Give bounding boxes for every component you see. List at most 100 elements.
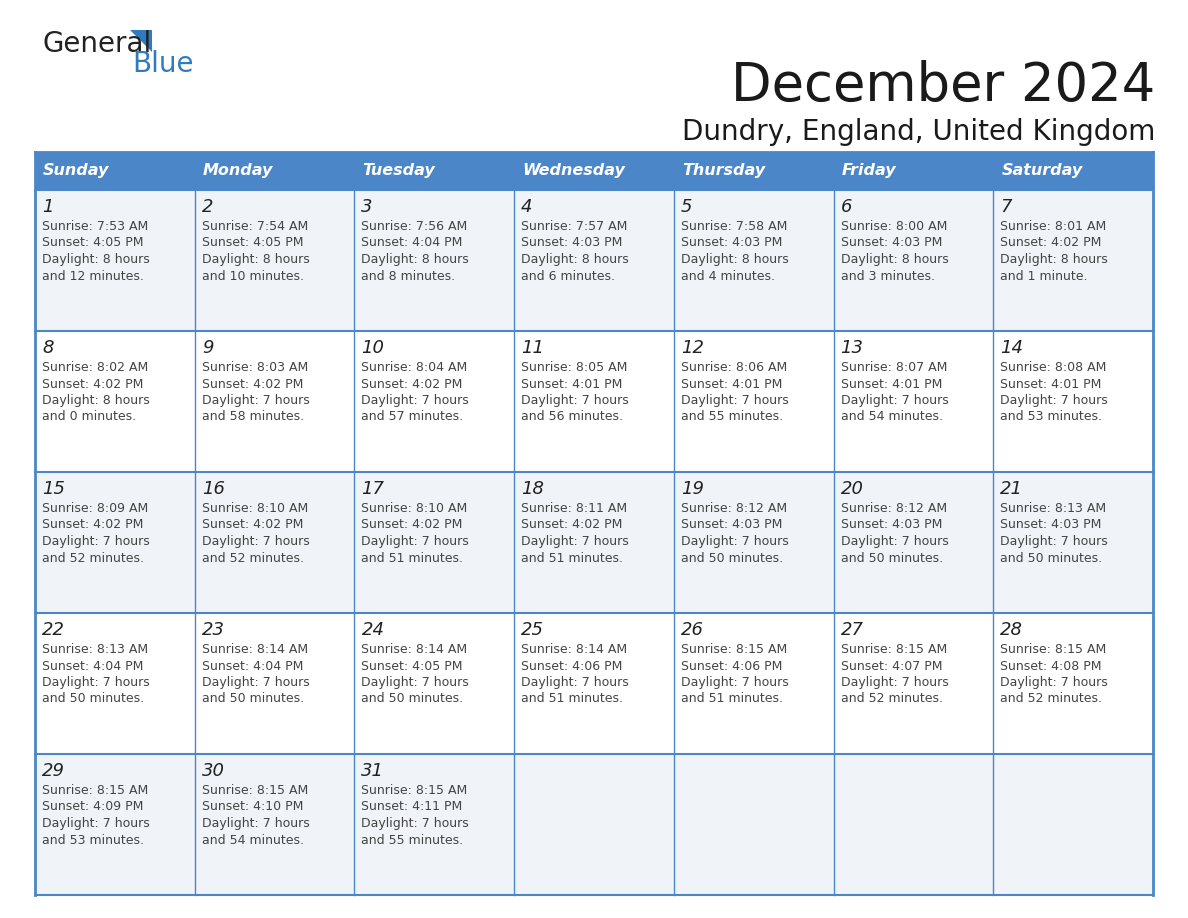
Text: Sunrise: 8:15 AM: Sunrise: 8:15 AM xyxy=(681,643,788,656)
Text: Sunset: 4:04 PM: Sunset: 4:04 PM xyxy=(202,659,303,673)
Text: and 52 minutes.: and 52 minutes. xyxy=(1000,692,1102,706)
Text: 19: 19 xyxy=(681,480,703,498)
Text: and 51 minutes.: and 51 minutes. xyxy=(361,552,463,565)
Text: Sunset: 4:06 PM: Sunset: 4:06 PM xyxy=(681,659,782,673)
Text: Daylight: 8 hours: Daylight: 8 hours xyxy=(681,253,789,266)
Text: Sunrise: 8:00 AM: Sunrise: 8:00 AM xyxy=(841,220,947,233)
Text: Sunrise: 8:14 AM: Sunrise: 8:14 AM xyxy=(202,643,308,656)
Text: Sunset: 4:03 PM: Sunset: 4:03 PM xyxy=(841,519,942,532)
Text: Sunset: 4:05 PM: Sunset: 4:05 PM xyxy=(361,659,463,673)
Text: Tuesday: Tuesday xyxy=(362,163,435,178)
Text: and 50 minutes.: and 50 minutes. xyxy=(361,692,463,706)
Bar xyxy=(34,152,1154,190)
Text: Daylight: 7 hours: Daylight: 7 hours xyxy=(1000,535,1108,548)
Text: Daylight: 7 hours: Daylight: 7 hours xyxy=(202,817,309,830)
Text: Daylight: 7 hours: Daylight: 7 hours xyxy=(361,535,469,548)
Text: Daylight: 7 hours: Daylight: 7 hours xyxy=(841,394,948,407)
Text: 18: 18 xyxy=(522,480,544,498)
Text: Sunrise: 8:06 AM: Sunrise: 8:06 AM xyxy=(681,361,788,374)
Text: Daylight: 7 hours: Daylight: 7 hours xyxy=(681,394,789,407)
Text: Sunrise: 8:10 AM: Sunrise: 8:10 AM xyxy=(202,502,308,515)
Text: Daylight: 7 hours: Daylight: 7 hours xyxy=(522,676,628,689)
Text: Sunrise: 8:14 AM: Sunrise: 8:14 AM xyxy=(361,643,468,656)
Text: Sunset: 4:02 PM: Sunset: 4:02 PM xyxy=(202,519,303,532)
Text: Daylight: 7 hours: Daylight: 7 hours xyxy=(841,676,948,689)
Text: Sunrise: 7:56 AM: Sunrise: 7:56 AM xyxy=(361,220,468,233)
Text: Daylight: 7 hours: Daylight: 7 hours xyxy=(681,676,789,689)
Text: and 3 minutes.: and 3 minutes. xyxy=(841,270,935,283)
Text: Sunset: 4:10 PM: Sunset: 4:10 PM xyxy=(202,800,303,813)
Text: Friday: Friday xyxy=(841,163,896,178)
Text: and 55 minutes.: and 55 minutes. xyxy=(681,410,783,423)
Text: Sunset: 4:07 PM: Sunset: 4:07 PM xyxy=(841,659,942,673)
Text: Sunrise: 8:14 AM: Sunrise: 8:14 AM xyxy=(522,643,627,656)
Text: 13: 13 xyxy=(841,339,864,357)
Text: Sunrise: 8:15 AM: Sunrise: 8:15 AM xyxy=(361,784,468,797)
Text: Sunset: 4:01 PM: Sunset: 4:01 PM xyxy=(841,377,942,390)
Text: Sunrise: 8:01 AM: Sunrise: 8:01 AM xyxy=(1000,220,1106,233)
Text: Sunrise: 7:53 AM: Sunrise: 7:53 AM xyxy=(42,220,148,233)
Bar xyxy=(34,754,1154,895)
Text: Daylight: 7 hours: Daylight: 7 hours xyxy=(202,394,309,407)
Text: Sunrise: 8:04 AM: Sunrise: 8:04 AM xyxy=(361,361,468,374)
Text: and 50 minutes.: and 50 minutes. xyxy=(42,692,144,706)
Text: Sunrise: 8:12 AM: Sunrise: 8:12 AM xyxy=(841,502,947,515)
Text: Sunset: 4:03 PM: Sunset: 4:03 PM xyxy=(681,237,782,250)
Text: Sunset: 4:01 PM: Sunset: 4:01 PM xyxy=(522,377,623,390)
Text: and 54 minutes.: and 54 minutes. xyxy=(202,834,304,846)
Text: Sunrise: 8:13 AM: Sunrise: 8:13 AM xyxy=(42,643,148,656)
Text: Sunrise: 8:13 AM: Sunrise: 8:13 AM xyxy=(1000,502,1106,515)
Text: and 10 minutes.: and 10 minutes. xyxy=(202,270,304,283)
Text: 24: 24 xyxy=(361,621,385,639)
Text: December 2024: December 2024 xyxy=(731,60,1155,112)
Text: Sunset: 4:01 PM: Sunset: 4:01 PM xyxy=(1000,377,1101,390)
Text: and 58 minutes.: and 58 minutes. xyxy=(202,410,304,423)
Text: 31: 31 xyxy=(361,762,385,780)
Text: and 0 minutes.: and 0 minutes. xyxy=(42,410,137,423)
Text: Sunset: 4:02 PM: Sunset: 4:02 PM xyxy=(42,377,144,390)
Text: Sunset: 4:01 PM: Sunset: 4:01 PM xyxy=(681,377,782,390)
Text: Sunset: 4:04 PM: Sunset: 4:04 PM xyxy=(361,237,463,250)
Text: Dundry, England, United Kingdom: Dundry, England, United Kingdom xyxy=(682,118,1155,146)
Text: and 56 minutes.: and 56 minutes. xyxy=(522,410,624,423)
Text: Sunrise: 8:15 AM: Sunrise: 8:15 AM xyxy=(1000,643,1106,656)
Text: Sunset: 4:03 PM: Sunset: 4:03 PM xyxy=(522,237,623,250)
Text: Sunrise: 8:12 AM: Sunrise: 8:12 AM xyxy=(681,502,786,515)
Text: Monday: Monday xyxy=(203,163,273,178)
Text: Daylight: 7 hours: Daylight: 7 hours xyxy=(841,535,948,548)
Text: 9: 9 xyxy=(202,339,213,357)
Text: 23: 23 xyxy=(202,621,225,639)
Text: Sunset: 4:08 PM: Sunset: 4:08 PM xyxy=(1000,659,1101,673)
Text: Blue: Blue xyxy=(132,50,194,78)
Text: and 4 minutes.: and 4 minutes. xyxy=(681,270,775,283)
Text: and 50 minutes.: and 50 minutes. xyxy=(1000,552,1102,565)
Text: Sunset: 4:02 PM: Sunset: 4:02 PM xyxy=(361,519,463,532)
Text: Daylight: 7 hours: Daylight: 7 hours xyxy=(1000,676,1108,689)
Text: Sunset: 4:09 PM: Sunset: 4:09 PM xyxy=(42,800,144,813)
Text: Daylight: 8 hours: Daylight: 8 hours xyxy=(522,253,628,266)
Text: 16: 16 xyxy=(202,480,225,498)
Polygon shape xyxy=(129,30,152,52)
Text: 21: 21 xyxy=(1000,480,1023,498)
Text: General: General xyxy=(42,30,151,58)
Text: Daylight: 8 hours: Daylight: 8 hours xyxy=(1000,253,1108,266)
Text: Sunrise: 7:58 AM: Sunrise: 7:58 AM xyxy=(681,220,788,233)
Text: Sunrise: 8:09 AM: Sunrise: 8:09 AM xyxy=(42,502,148,515)
Text: 17: 17 xyxy=(361,480,385,498)
Text: and 54 minutes.: and 54 minutes. xyxy=(841,410,942,423)
Text: and 53 minutes.: and 53 minutes. xyxy=(1000,410,1102,423)
Text: and 51 minutes.: and 51 minutes. xyxy=(681,692,783,706)
Text: Daylight: 7 hours: Daylight: 7 hours xyxy=(202,676,309,689)
Text: Saturday: Saturday xyxy=(1001,163,1082,178)
Text: Sunrise: 7:57 AM: Sunrise: 7:57 AM xyxy=(522,220,627,233)
Text: Sunset: 4:05 PM: Sunset: 4:05 PM xyxy=(202,237,303,250)
Text: and 51 minutes.: and 51 minutes. xyxy=(522,552,624,565)
Text: Daylight: 8 hours: Daylight: 8 hours xyxy=(361,253,469,266)
Bar xyxy=(34,190,1154,331)
Text: 14: 14 xyxy=(1000,339,1023,357)
Text: 15: 15 xyxy=(42,480,65,498)
Text: Sunset: 4:06 PM: Sunset: 4:06 PM xyxy=(522,659,623,673)
Text: Daylight: 7 hours: Daylight: 7 hours xyxy=(42,676,150,689)
Text: Sunrise: 8:07 AM: Sunrise: 8:07 AM xyxy=(841,361,947,374)
Text: Sunset: 4:11 PM: Sunset: 4:11 PM xyxy=(361,800,462,813)
